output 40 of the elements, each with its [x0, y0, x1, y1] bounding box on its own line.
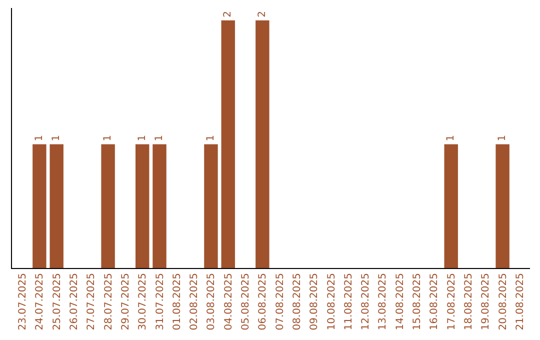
- x-tick-label: 30.07.2025: [138, 273, 149, 330]
- x-tick-label: 12.08.2025: [360, 273, 372, 330]
- x-tick-label: 04.08.2025: [223, 273, 234, 330]
- x-tick-label: 29.07.2025: [120, 273, 132, 330]
- x-tick-label: 31.07.2025: [154, 273, 166, 330]
- x-tick-label: 21.08.2025: [514, 273, 526, 330]
- x-tick-label: 07.08.2025: [274, 273, 286, 330]
- x-tick-label: 17.08.2025: [446, 273, 458, 330]
- x-tick-label: 24.07.2025: [34, 273, 46, 330]
- data-label: 2: [256, 11, 268, 18]
- x-tick-label: 16.08.2025: [429, 273, 440, 330]
- data-label: 1: [205, 134, 216, 142]
- x-tick-label: 14.08.2025: [394, 273, 406, 330]
- x-tick-label: 13.08.2025: [378, 273, 389, 330]
- x-tick-label: 11.08.2025: [343, 273, 354, 330]
- x-tick-label: 08.08.2025: [292, 273, 303, 330]
- x-tick-label: 02.08.2025: [189, 273, 200, 330]
- x-tick-label: 20.08.2025: [498, 273, 509, 330]
- x-tick-label: 28.07.2025: [103, 273, 114, 330]
- data-label: 1: [154, 134, 166, 142]
- x-tick-label: 27.07.2025: [86, 273, 98, 330]
- data-label: 1: [136, 134, 148, 142]
- x-tick-label: 26.07.2025: [69, 273, 80, 330]
- x-tick-label: 05.08.2025: [240, 273, 252, 330]
- x-tick-label: 01.08.2025: [172, 273, 183, 330]
- data-label: 1: [497, 134, 508, 142]
- data-label: 1: [102, 134, 114, 142]
- x-tick-label: 19.08.2025: [480, 273, 492, 330]
- x-tick-label: 23.07.2025: [18, 273, 29, 330]
- data-label: 1: [34, 134, 45, 142]
- x-tick-label: 06.08.2025: [258, 273, 269, 330]
- x-tick-label: 15.08.2025: [412, 273, 424, 330]
- data-label: 1: [446, 134, 457, 142]
- x-tick-label: 18.08.2025: [464, 273, 474, 330]
- x-tick-label: 25.07.2025: [52, 273, 63, 330]
- data-label: 2: [222, 11, 234, 18]
- x-tick-label: 10.08.2025: [326, 273, 338, 330]
- data-label: 1: [51, 134, 62, 142]
- x-tick-label: 09.08.2025: [309, 273, 320, 330]
- x-tick-label: 03.08.2025: [206, 273, 218, 330]
